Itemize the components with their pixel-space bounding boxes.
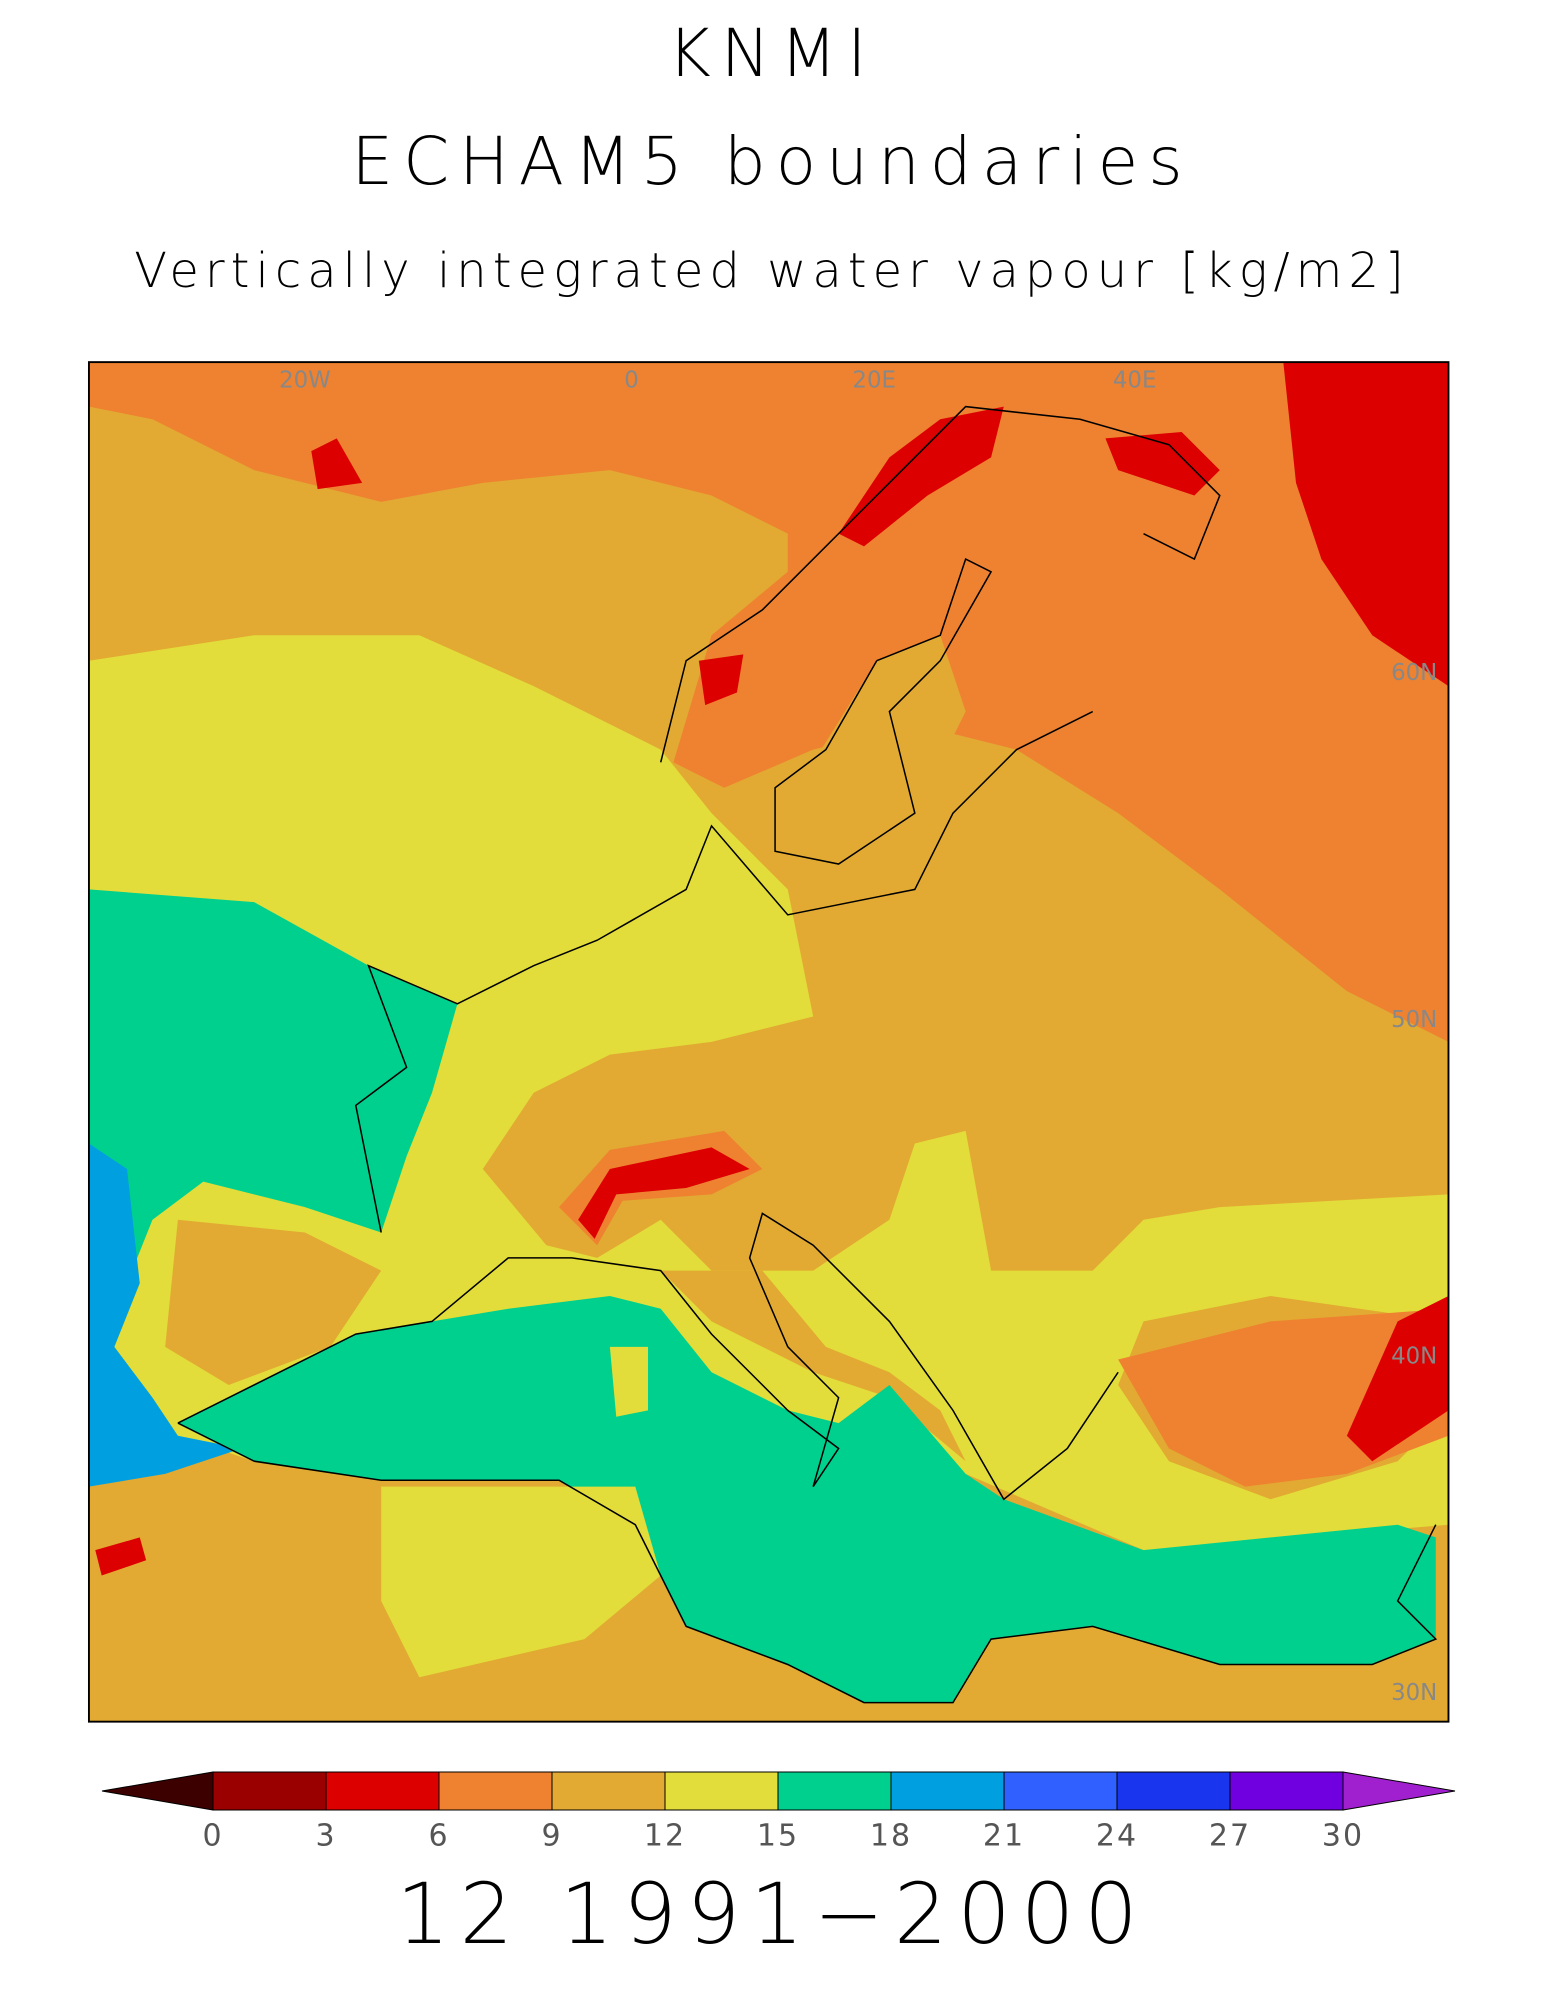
colorbar-bin xyxy=(551,1771,666,1811)
field-region xyxy=(660,1270,966,1462)
colorbar-tick-label: 24 xyxy=(1096,1819,1138,1854)
colorbar-under xyxy=(101,1771,214,1811)
colorbar-tick-label: 12 xyxy=(644,1819,686,1854)
lon-label: 0 xyxy=(624,368,639,394)
field-region xyxy=(88,889,458,1297)
coastline xyxy=(177,405,1438,1704)
lon-label: 20E xyxy=(852,368,896,394)
colorbar-bin xyxy=(777,1771,892,1811)
colorbar-tick-label: 0 xyxy=(202,1819,223,1854)
footer: 12 1991−2000 xyxy=(396,1865,1148,1963)
colorbar: 0 3 6 9 12 15 18 21 24 27 30 xyxy=(101,1771,1456,1854)
colorbar-tick-label: 3 xyxy=(315,1819,336,1854)
field-region xyxy=(838,406,1004,547)
field-region xyxy=(1105,432,1220,496)
colorbar-tick-label: 15 xyxy=(757,1819,799,1854)
colorbar-over xyxy=(1342,1771,1456,1811)
field-region xyxy=(381,1486,661,1678)
field-region xyxy=(609,1346,649,1417)
field-region xyxy=(1346,1296,1449,1462)
colorbar-tick-label: 21 xyxy=(983,1819,1025,1854)
colorbar-tick-label: 30 xyxy=(1322,1819,1364,1854)
field-region xyxy=(95,1537,147,1576)
colorbar-tick-label: 27 xyxy=(1209,1819,1251,1854)
lat-label: 60N xyxy=(1391,660,1437,686)
field-region xyxy=(311,438,363,490)
field-region xyxy=(698,654,744,706)
colorbar-bin xyxy=(1003,1771,1118,1811)
field-region xyxy=(165,1219,382,1385)
colorbar-bin xyxy=(1116,1771,1231,1811)
colorbar-bin xyxy=(664,1771,779,1811)
field-region xyxy=(578,1147,750,1239)
field-region xyxy=(762,635,966,877)
colorbar-bin xyxy=(890,1771,1005,1811)
lon-label: 40E xyxy=(1113,368,1157,394)
field-region xyxy=(177,1296,1436,1703)
field-region xyxy=(1283,362,1449,687)
lat-label: 30N xyxy=(1391,1680,1437,1706)
variable: Vertically integrated water vapour [kg/m… xyxy=(134,243,1409,299)
lon-label: 20W xyxy=(279,368,331,394)
colorbar-bin xyxy=(212,1771,327,1811)
subtitle: ECHAM5 boundaries xyxy=(351,123,1192,200)
map-frame xyxy=(87,361,1450,1723)
field-region xyxy=(88,1143,242,1487)
colorbar-bin xyxy=(325,1771,440,1811)
colorbar-tick-label: 18 xyxy=(870,1819,912,1854)
colorbar-bin xyxy=(1229,1771,1344,1811)
lat-label: 50N xyxy=(1391,1007,1437,1033)
title: KNMI xyxy=(667,15,876,92)
colorbar-tick-label: 6 xyxy=(428,1819,449,1854)
colorbar-bin xyxy=(438,1771,553,1811)
field-region xyxy=(88,362,1449,1042)
lat-label: 40N xyxy=(1391,1344,1437,1370)
map: 20W 0 20E 40E 60N 50N 40N 30N xyxy=(87,361,1450,1723)
colorbar-tick-label: 9 xyxy=(541,1819,562,1854)
